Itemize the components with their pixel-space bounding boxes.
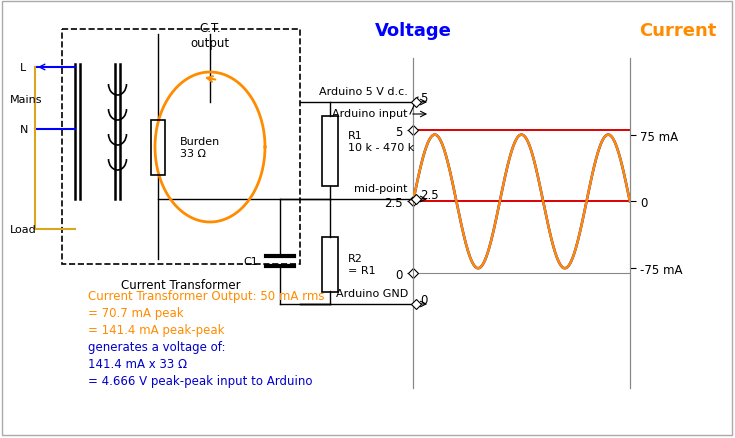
Bar [151, 121, 165, 176]
Text: L: L [20, 63, 26, 73]
Text: Voltage: Voltage [375, 21, 451, 39]
Text: Load: Load [10, 225, 37, 234]
Text: Current Transformer Output: 50 mA rms: Current Transformer Output: 50 mA rms [88, 290, 324, 302]
Text: Arduino input: Arduino input [332, 109, 408, 119]
Bar [322, 237, 338, 292]
Bar [322, 117, 338, 187]
Text: = 70.7 mA peak: = 70.7 mA peak [88, 306, 184, 319]
Text: 2.5: 2.5 [420, 189, 439, 202]
Text: Arduino 5 V d.c.: Arduino 5 V d.c. [319, 87, 408, 97]
Text: R2
= R1: R2 = R1 [348, 254, 376, 275]
Text: Arduino GND: Arduino GND [336, 288, 408, 298]
Text: 0: 0 [420, 294, 427, 307]
Text: 141.4 mA x 33 Ω: 141.4 mA x 33 Ω [88, 357, 187, 370]
Text: = 4.666 V peak-peak input to Arduino: = 4.666 V peak-peak input to Arduino [88, 374, 312, 387]
Bar [62, 30, 300, 265]
Text: Burden
33 Ω: Burden 33 Ω [180, 137, 220, 159]
Text: R1
10 k - 470 k: R1 10 k - 470 k [348, 131, 415, 152]
Text: generates a voltage of:: generates a voltage of: [88, 340, 226, 353]
Text: mid-point: mid-point [354, 184, 408, 194]
Text: Current Transformer: Current Transformer [121, 279, 241, 291]
Text: C1: C1 [243, 256, 258, 266]
Text: 5: 5 [420, 92, 427, 105]
Text: = 141.4 mA peak-peak: = 141.4 mA peak-peak [88, 323, 224, 336]
Text: Current: Current [639, 21, 717, 39]
Text: C.T.
output: C.T. output [190, 22, 229, 50]
Text: N: N [20, 125, 29, 135]
Text: Mains: Mains [10, 95, 43, 105]
